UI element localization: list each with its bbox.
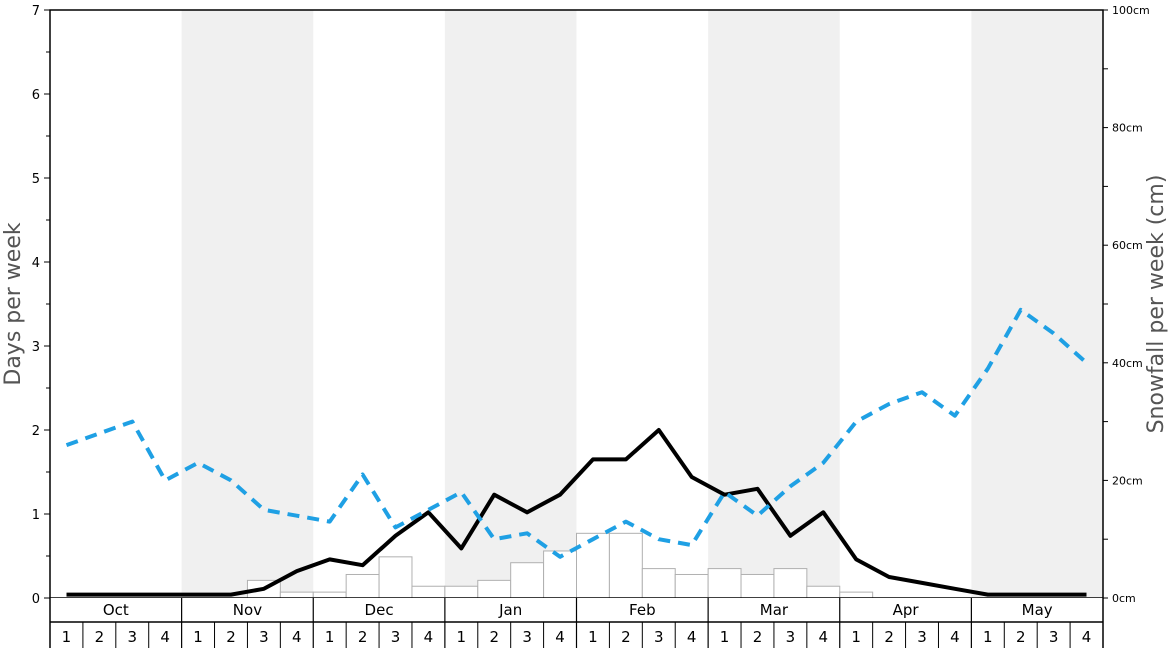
week-label: 4 xyxy=(687,628,697,646)
left-tick-label: 7 xyxy=(32,4,40,19)
month-label: Feb xyxy=(629,601,656,619)
week-label: 1 xyxy=(325,628,335,646)
week-label: 3 xyxy=(522,628,532,646)
snowfall-bar xyxy=(411,585,446,599)
left-tick-label: 3 xyxy=(32,340,40,355)
month-band xyxy=(444,10,577,598)
month-label: Jan xyxy=(498,601,522,619)
month-label: Dec xyxy=(365,601,394,619)
days-line-solid xyxy=(66,428,1087,597)
week-label: 3 xyxy=(917,628,927,646)
left-tick-label: 5 xyxy=(32,172,40,187)
month-label: Nov xyxy=(233,601,262,619)
week-label: 2 xyxy=(753,628,763,646)
week-label: 4 xyxy=(160,628,170,646)
left-tick-label: 1 xyxy=(32,508,40,523)
month-band xyxy=(181,10,314,598)
week-label: 1 xyxy=(588,628,598,646)
snowfall-bar xyxy=(444,585,479,599)
right-axis-title: Snowfall per week (cm) xyxy=(1144,175,1168,434)
week-label: 2 xyxy=(1016,628,1026,646)
right-tick-label: 80cm xyxy=(1112,122,1143,135)
week-label: 1 xyxy=(851,628,861,646)
snowfall-bar xyxy=(345,573,380,599)
week-label: 2 xyxy=(358,628,368,646)
week-label: 3 xyxy=(654,628,664,646)
week-label: 1 xyxy=(457,628,467,646)
snowfall-bar xyxy=(740,573,775,599)
month-label: May xyxy=(1022,601,1053,619)
week-label: 3 xyxy=(1049,628,1059,646)
snowfall-bar xyxy=(378,556,413,599)
week-label: 4 xyxy=(292,628,302,646)
week-label: 2 xyxy=(621,628,631,646)
snowfall-bar xyxy=(641,568,676,599)
week-label: 4 xyxy=(1082,628,1092,646)
snowfall-bar xyxy=(674,573,709,599)
snowfall-bar xyxy=(608,532,643,599)
snowfall-bar xyxy=(773,568,808,599)
snowfall-bar xyxy=(806,585,841,599)
week-label: 4 xyxy=(950,628,960,646)
left-tick-label: 6 xyxy=(32,88,40,103)
week-label: 1 xyxy=(193,628,203,646)
week-label: 4 xyxy=(424,628,434,646)
week-label: 3 xyxy=(259,628,269,646)
week-label: 1 xyxy=(720,628,730,646)
left-tick-label: 0 xyxy=(32,592,40,607)
snowfall-bar xyxy=(510,562,545,599)
left-tick-label: 2 xyxy=(32,424,40,439)
snowfall-bar xyxy=(279,591,314,599)
right-tick-label: 60cm xyxy=(1112,239,1143,252)
week-label: 2 xyxy=(226,628,236,646)
left-axis-title: Days per week xyxy=(1,222,26,385)
snowfall-bar xyxy=(312,591,347,599)
week-label: 1 xyxy=(62,628,72,646)
snowfall-bar xyxy=(839,591,874,599)
week-label: 1 xyxy=(983,628,993,646)
right-tick-label: 100cm xyxy=(1112,4,1150,17)
week-label: 2 xyxy=(489,628,499,646)
snowfall-line-dashed xyxy=(65,307,1088,559)
month-label: Oct xyxy=(103,601,129,619)
snowfall-bar xyxy=(477,579,512,599)
month-label: Mar xyxy=(760,601,789,619)
week-label: 3 xyxy=(391,628,401,646)
right-tick-label: 20cm xyxy=(1112,474,1143,487)
left-tick-label: 4 xyxy=(32,256,40,271)
snowfall-bar xyxy=(576,532,610,599)
week-label: 4 xyxy=(555,628,565,646)
month-label: Apr xyxy=(893,601,920,619)
month-band xyxy=(971,10,1103,598)
week-label: 3 xyxy=(786,628,796,646)
snowfall-bar xyxy=(707,568,742,599)
week-label: 4 xyxy=(819,628,829,646)
week-label: 2 xyxy=(884,628,894,646)
right-tick-label: 0cm xyxy=(1112,592,1136,605)
week-label: 2 xyxy=(95,628,105,646)
week-label: 3 xyxy=(127,628,137,646)
right-tick-label: 40cm xyxy=(1112,357,1143,370)
month-band xyxy=(708,10,840,598)
